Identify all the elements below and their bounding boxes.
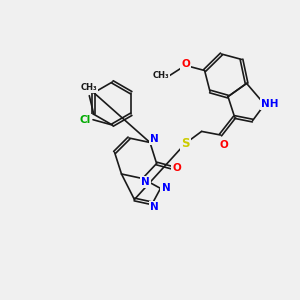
Text: Cl: Cl	[80, 115, 91, 125]
Text: N: N	[150, 134, 159, 144]
Text: O: O	[181, 59, 190, 69]
Text: O: O	[172, 163, 181, 173]
Text: S: S	[181, 137, 190, 150]
Text: N: N	[150, 202, 159, 212]
Text: CH₃: CH₃	[153, 71, 169, 80]
Text: O: O	[220, 140, 229, 150]
Text: NH: NH	[261, 99, 279, 110]
Text: CH₃: CH₃	[81, 83, 98, 92]
Text: N: N	[141, 177, 150, 187]
Text: N: N	[161, 183, 170, 194]
